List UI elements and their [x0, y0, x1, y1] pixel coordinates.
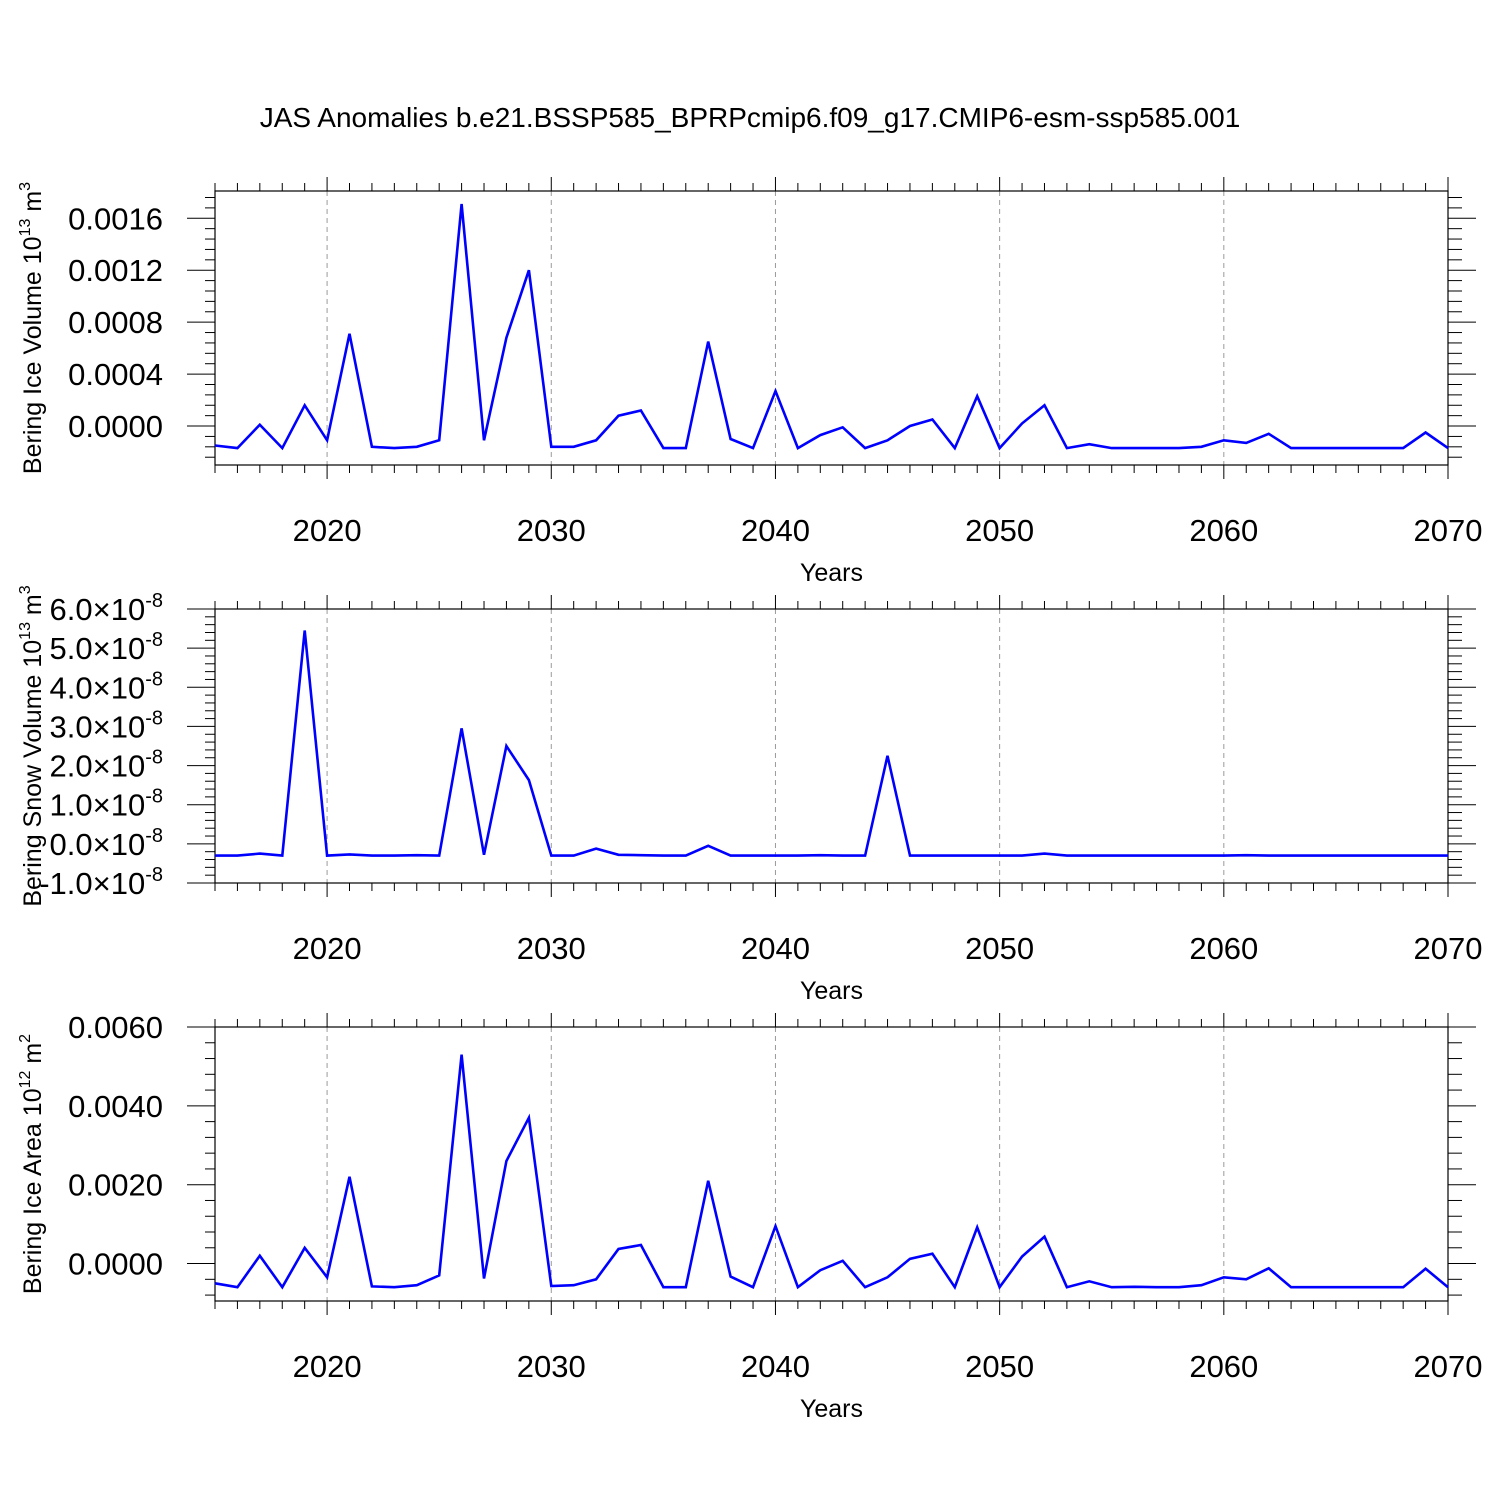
- panel-3: 2020 2030 2040 2050 2060 2070 Years 0.0000 0.002…: [17, 1010, 1482, 1423]
- y-tick-label: 0.0016: [68, 201, 163, 236]
- y-tick-label: 3.0×10-8: [50, 707, 164, 744]
- y-tick-label: 5.0×10-8: [50, 629, 164, 666]
- x-tick-label: 2030: [517, 1349, 586, 1384]
- plot-frame: [214, 608, 1449, 884]
- y-tick-label: 0.0×10-8: [50, 825, 164, 862]
- series-line: [214, 203, 1449, 451]
- x-tick-label: 2060: [1189, 513, 1258, 548]
- x-tick-label: 2050: [965, 513, 1034, 548]
- x-axis-label: Years: [800, 977, 863, 1005]
- y-tick-label: 0.0012: [68, 253, 163, 288]
- series-line: [215, 630, 1448, 858]
- y-axis-label: Bering Ice Volume 1013 m3: [17, 182, 47, 474]
- panel-1: 2020 2030 2040 2050 2060 2070 Years 0.0000 0.000…: [17, 177, 1482, 587]
- y-tick-label: 1.0×10-8: [50, 786, 164, 823]
- y-tick-label: 0.0020: [68, 1168, 163, 1203]
- y-tick-label: 0.0004: [68, 357, 163, 392]
- x-tick-label: 2060: [1189, 931, 1258, 966]
- y-tick-label: 0.0060: [68, 1010, 163, 1045]
- series-line: [214, 1054, 1449, 1291]
- x-tick-label: 2060: [1189, 1349, 1258, 1384]
- x-tick-label: 2020: [293, 513, 362, 548]
- y-tick-label: 2.0×10-8: [50, 747, 164, 784]
- x-tick-label: 2050: [965, 1349, 1034, 1384]
- y-tick-label: 0.0000: [68, 1247, 163, 1282]
- x-tick-label: 2070: [1414, 1349, 1483, 1384]
- x-tick-label: 2020: [293, 931, 362, 966]
- y-tick-label: 6.0×10-8: [50, 590, 164, 627]
- y-tick-label: 0.0000: [68, 409, 163, 444]
- x-tick-label: 2040: [741, 931, 810, 966]
- x-tick-label: 2030: [517, 513, 586, 548]
- plot-frame: [214, 190, 1449, 466]
- y-tick-label: 0.0040: [68, 1089, 163, 1124]
- y-axis-label: Bering Ice Area 1012 m2: [17, 1034, 47, 1294]
- y-tick-label: -1.0×10-8: [39, 864, 163, 901]
- panel-2: 2020 2030 2040 2050 2060 2070 Years -1.0×10-80.…: [17, 585, 1482, 1005]
- x-tick-label: 2030: [517, 931, 586, 966]
- x-tick-label: 2040: [741, 513, 810, 548]
- x-tick-label: 2070: [1414, 513, 1483, 548]
- x-axis-label: Years: [800, 559, 863, 587]
- y-tick-label: 4.0×10-8: [50, 668, 164, 705]
- plot-frame: [214, 1026, 1449, 1302]
- y-axis-label: Bering Snow Volume 1013 m3: [17, 585, 47, 906]
- x-axis-label: Years: [800, 1395, 863, 1423]
- x-tick-label: 2040: [741, 1349, 810, 1384]
- y-tick-label: 0.0008: [68, 305, 163, 340]
- x-tick-label: 2070: [1414, 931, 1483, 966]
- x-tick-label: 2020: [293, 1349, 362, 1384]
- chart-title: JAS Anomalies b.e21.BSSP585_BPRPcmip6.f0…: [260, 102, 1241, 133]
- x-tick-label: 2050: [965, 931, 1034, 966]
